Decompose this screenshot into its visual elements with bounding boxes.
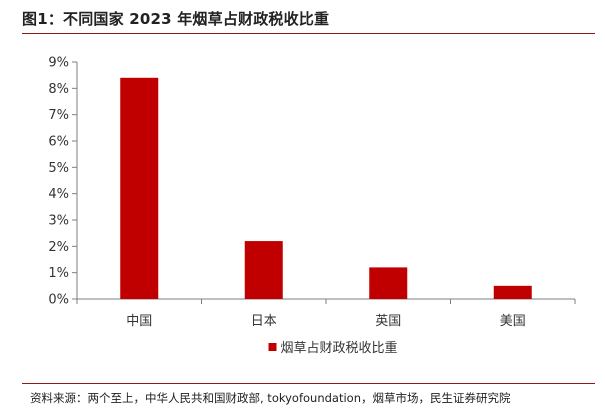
source-divider xyxy=(22,383,595,384)
x-tick-label: 美国 xyxy=(500,314,526,329)
bar-chart: 0% 1% 2% 3% 4% 5% 6% 7% 8% 9% 中国 日本 英国 美国 烟草占财政税收比重 xyxy=(48,56,576,356)
bar-2 xyxy=(244,241,283,299)
title-divider xyxy=(22,33,595,34)
chart-title: 图1：不同国家 2023 年烟草占财政税收比重 xyxy=(22,10,330,28)
legend-swatch xyxy=(268,343,277,351)
y-tick-label: 3% xyxy=(48,214,69,229)
bar-3 xyxy=(369,267,408,299)
y-tick-label: 0% xyxy=(48,293,69,308)
source-note: 资料来源：两个至上，中华人民共和国财政部, tokyofoundation，烟草… xyxy=(30,391,511,405)
bar-1 xyxy=(120,77,159,299)
bar-series xyxy=(120,77,532,299)
bar-4 xyxy=(493,285,532,299)
x-tick-label: 日本 xyxy=(251,314,277,329)
y-tick-label: 8% xyxy=(48,82,69,97)
x-tick-label: 英国 xyxy=(375,314,401,329)
y-tick-label: 1% xyxy=(48,266,69,281)
y-tick-label: 4% xyxy=(48,187,69,202)
y-axis: 0% 1% 2% 3% 4% 5% 6% 7% 8% 9% xyxy=(48,56,78,308)
y-tick-label: 5% xyxy=(48,161,69,176)
legend-label: 烟草占财政税收比重 xyxy=(281,340,398,356)
x-axis: 中国 日本 英国 美国 xyxy=(76,298,576,329)
y-tick-label: 2% xyxy=(48,240,69,255)
y-tick-label: 7% xyxy=(48,108,69,123)
y-tick-label: 6% xyxy=(48,135,69,150)
y-tick-label: 9% xyxy=(48,56,69,71)
x-tick-label: 中国 xyxy=(126,314,152,329)
legend: 烟草占财政税收比重 xyxy=(268,340,398,356)
